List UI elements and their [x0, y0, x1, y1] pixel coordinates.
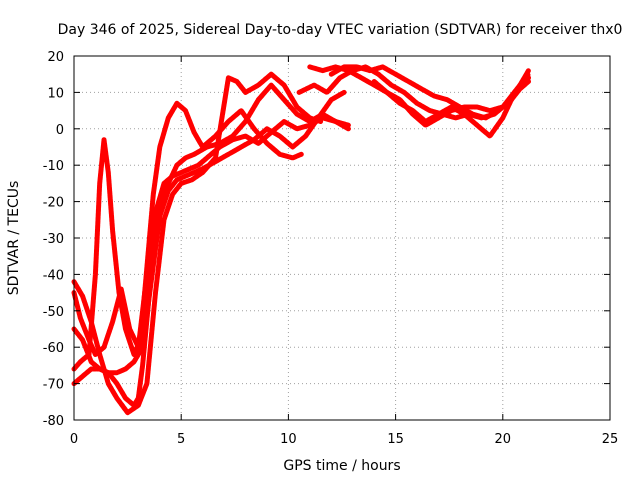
x-tick-label: 0 [70, 432, 78, 447]
y-tick-label: -30 [43, 232, 64, 247]
y-tick-label: -40 [43, 268, 64, 283]
series-line-track-9 [371, 79, 531, 139]
y-tick-label: 0 [56, 123, 64, 138]
x-tick-label: 20 [495, 432, 512, 447]
series-line-track-2 [71, 115, 351, 357]
data-series [71, 64, 531, 416]
y-tick-label: -50 [43, 305, 64, 320]
x-tick-label: 15 [387, 432, 404, 447]
y-tick-label: -80 [43, 414, 64, 429]
y-tick-label: -20 [43, 196, 64, 211]
y-axis-label: SDTVAR / TECUs [6, 181, 22, 296]
series-line-track-8 [328, 64, 531, 121]
x-tick-label: 5 [177, 432, 185, 447]
y-tick-label: -70 [43, 378, 64, 393]
y-tick-label: 10 [47, 86, 64, 101]
chart-title: Day 346 of 2025, Sidereal Day-to-day VTE… [58, 22, 623, 38]
y-tick-label: -60 [43, 341, 64, 356]
x-axis-label: GPS time / hours [283, 458, 400, 474]
x-tick-label: 10 [280, 432, 297, 447]
y-tick-label: 20 [47, 50, 64, 65]
x-tick-label: 25 [602, 432, 619, 447]
series-line-track-4 [71, 82, 351, 408]
y-tick-label: -10 [43, 159, 64, 174]
series-line-track-5 [71, 71, 324, 416]
axis-ticks: 0 5 10 15 20 25 -80 -70 -60 -50 -40 -30 -20 -10 0 10 20 [43, 50, 619, 447]
